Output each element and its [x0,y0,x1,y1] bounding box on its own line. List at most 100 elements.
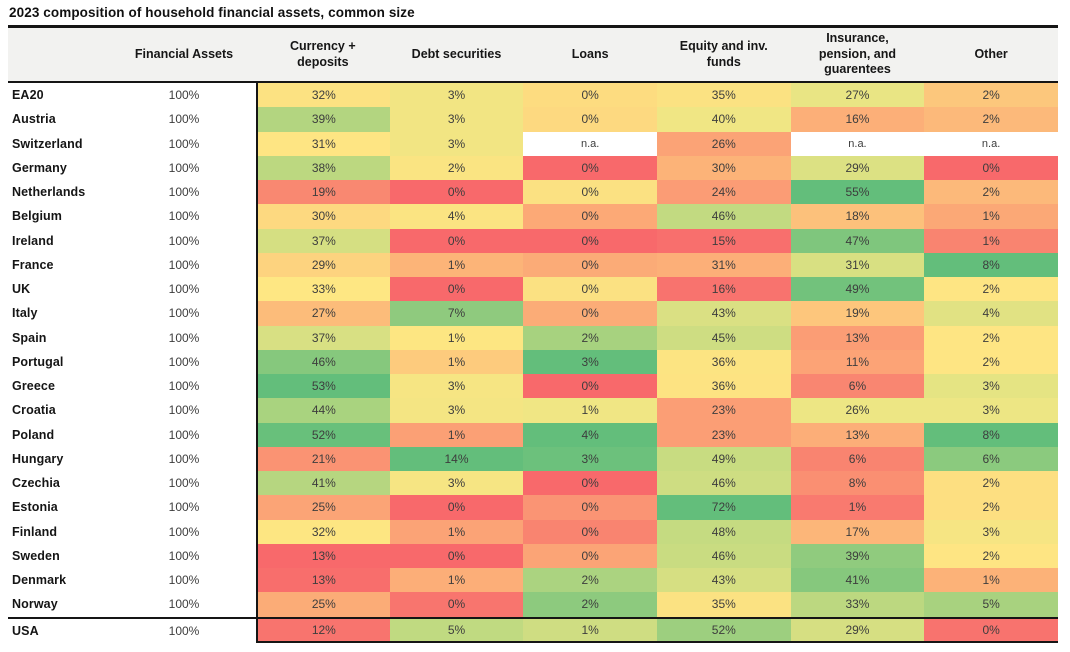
table-row: Portugal 100% 46% 1% 3% 36% 11% 2% [8,349,1058,374]
row-label: Switzerland [12,136,83,151]
heatmap-cell: 49% [656,446,791,471]
heatmap-cell: 43% [656,568,791,593]
heatmap-cell: 15% [656,228,791,253]
heatmap-cell: 19% [256,180,390,205]
heatmap-cell: 2% [924,471,1058,496]
heatmap-cell: 14% [389,446,524,471]
heatmap-cell: 2% [389,155,524,180]
heatmap-cell: 46% [256,349,390,374]
heatmap-table: Financial Assets Currency + deposits Debt … [8,25,1058,643]
heatmap-cell: 0% [523,543,657,568]
heatmap-cell: 55% [790,180,925,205]
heatmap-cell: 5% [924,592,1058,617]
heatmap-cell: 0% [523,180,657,205]
heatmap-cell: 29% [790,155,925,180]
heatmap-cell: 2% [924,277,1058,302]
heatmap-cell: 1% [924,568,1058,593]
heatmap-cell: 6% [924,446,1058,471]
heatmap-cell: 30% [256,204,390,229]
table-row: Austria 100% 39% 3% 0% 40% 16% 2% [8,107,1058,132]
heatmap-cell: 45% [656,325,791,350]
row-label: Norway [12,597,58,612]
heatmap-cell: 41% [256,471,390,496]
heatmap-cell: 3% [924,398,1058,423]
heatmap-cell: 38% [256,155,390,180]
financial-assets-value: 100% [168,282,200,297]
heatmap-cell: 37% [256,228,390,253]
table-body: EA20 100% 32% 3% 0% 35% 27% 2% Austria 100% 39% 3% 0… [8,83,1058,643]
heatmap-cell: 12% [256,618,390,643]
row-label: Czechia [12,476,60,491]
heatmap-cell: 33% [790,592,925,617]
heatmap-cell: 3% [523,446,657,471]
heatmap-cell: 21% [256,446,390,471]
heatmap-cell: 0% [523,495,657,520]
financial-assets-value: 100% [168,88,200,103]
heatmap-cell: 2% [924,180,1058,205]
heatmap-cell: 39% [790,543,925,568]
heatmap-cell: 1% [389,422,524,447]
heatmap-cell: 13% [790,325,925,350]
heatmap-cell: 46% [656,204,791,229]
financial-assets-value: 100% [168,112,200,127]
heatmap-cell: 2% [924,83,1058,108]
table-row: UK 100% 33% 0% 0% 16% 49% 2% [8,277,1058,302]
row-label: Greece [12,379,55,394]
table-row: Sweden 100% 13% 0% 0% 46% 39% 2% [8,543,1058,568]
heatmap-cell: 19% [790,301,925,326]
row-label: France [12,257,54,272]
heatmap-cell: 37% [256,325,390,350]
financial-assets-value: 100% [168,476,200,491]
column-header: Equity and inv. funds [679,38,768,69]
column-header: Currency + deposits [290,38,356,69]
heatmap-cell: 25% [256,592,390,617]
heatmap-cell: n.a. [523,131,657,156]
table-row: Denmark 100% 13% 1% 2% 43% 41% 1% [8,568,1058,593]
heatmap-cell: 53% [256,374,390,399]
heatmap-cell: 49% [790,277,925,302]
heatmap-cell: 41% [790,568,925,593]
heatmap-cell: 36% [656,374,791,399]
heatmap-cell: 31% [656,252,791,277]
financial-assets-value: 100% [168,427,200,442]
financial-assets-value: 100% [168,597,200,612]
heatmap-cell: 13% [256,568,390,593]
heatmap-cell: 0% [924,618,1058,643]
heatmap-cell: 7% [389,301,524,326]
heatmap-cell: 8% [790,471,925,496]
heatmap-cell: 0% [523,471,657,496]
row-label: Croatia [12,403,56,418]
heatmap-cell: 1% [389,568,524,593]
heatmap-cell: 4% [924,301,1058,326]
heatmap-cell: 13% [256,543,390,568]
row-label: EA20 [12,88,44,103]
heatmap-cell: 31% [256,131,390,156]
heatmap-cell: 1% [790,495,925,520]
heatmap-cell: 18% [790,204,925,229]
row-label: Finland [12,524,58,539]
table-row: USA 100% 12% 5% 1% 52% 29% 0% [8,618,1058,643]
financial-assets-value: 100% [168,573,200,588]
row-label: Ireland [12,233,54,248]
row-label: Estonia [12,500,58,515]
financial-assets-value: 100% [168,185,200,200]
row-label: Austria [12,112,56,127]
heatmap-cell: 0% [523,301,657,326]
heatmap-cell: 17% [790,519,925,544]
financial-assets-value: 100% [168,379,200,394]
heatmap-cell: 1% [523,398,657,423]
financial-assets-value: 100% [168,354,200,369]
heatmap-cell: 23% [656,398,791,423]
table-row: Estonia 100% 25% 0% 0% 72% 1% 2% [8,495,1058,520]
heatmap-cell: 30% [656,155,791,180]
heatmap-cell: 35% [656,83,791,108]
financial-assets-value: 100% [168,500,200,515]
heatmap-cell: 3% [523,349,657,374]
heatmap-cell: n.a. [790,131,925,156]
heatmap-cell: 0% [389,495,524,520]
heatmap-cell: 23% [656,422,791,447]
heatmap-cell: 3% [389,471,524,496]
heatmap-cell: 0% [523,374,657,399]
column-header: Loans [571,46,609,61]
financial-assets-value: 100% [168,209,200,224]
